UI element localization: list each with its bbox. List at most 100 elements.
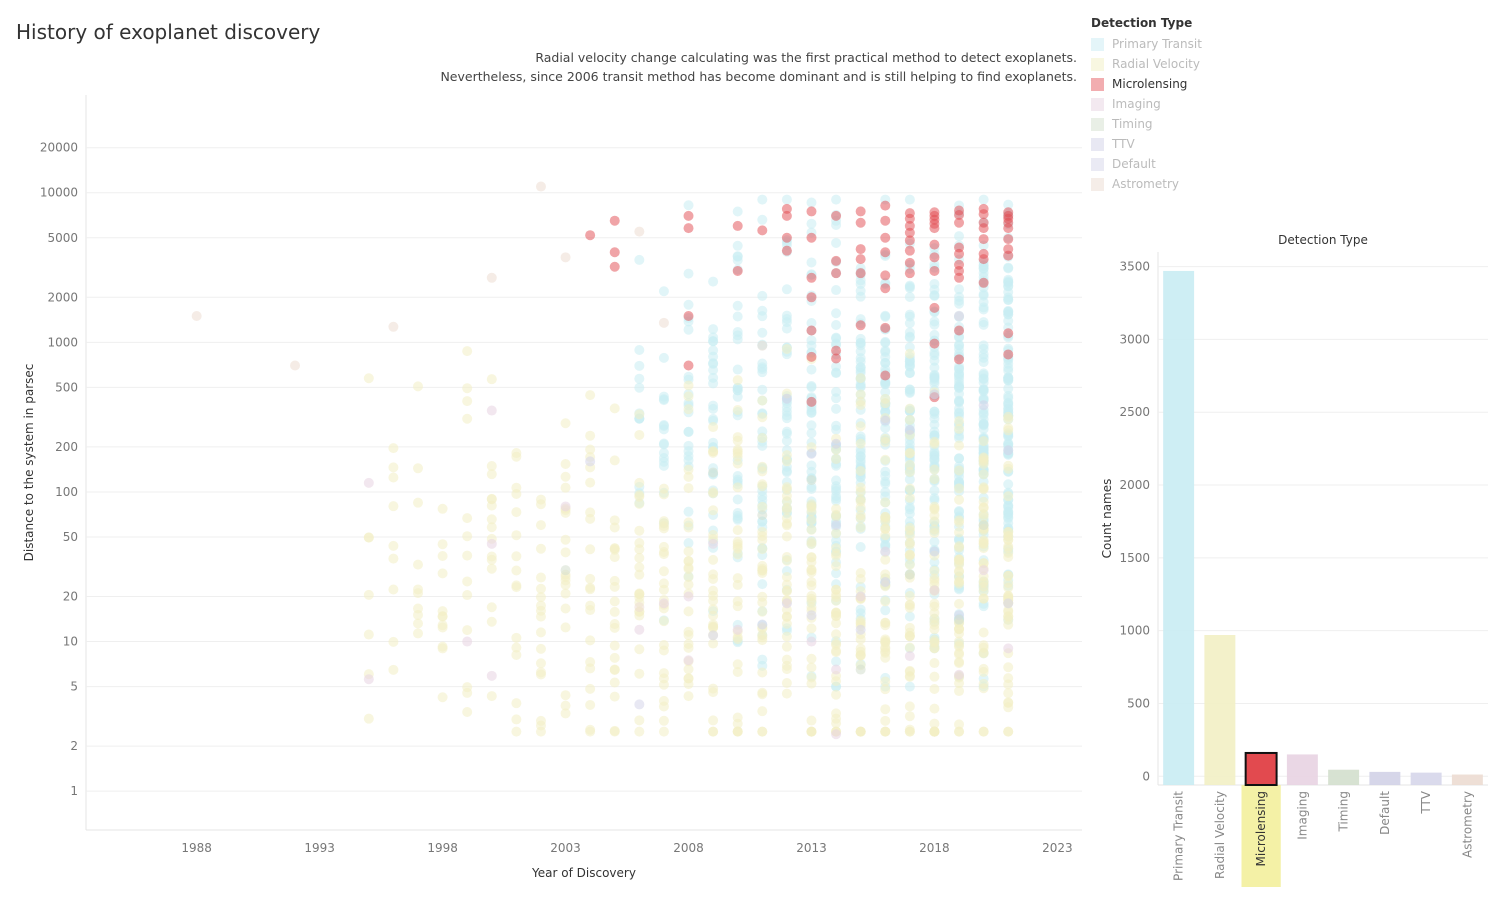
data-point[interactable] xyxy=(486,469,497,480)
data-point[interactable] xyxy=(757,579,768,590)
data-point[interactable] xyxy=(683,324,694,335)
data-point[interactable] xyxy=(954,209,965,220)
data-point[interactable] xyxy=(585,390,596,401)
data-point[interactable] xyxy=(560,471,571,482)
data-point[interactable] xyxy=(708,610,719,621)
data-point[interactable] xyxy=(757,433,768,444)
data-point[interactable] xyxy=(929,726,940,737)
data-point[interactable] xyxy=(585,600,596,611)
data-point[interactable] xyxy=(978,289,989,300)
data-point[interactable] xyxy=(683,268,694,279)
data-point[interactable] xyxy=(954,623,965,634)
data-point[interactable] xyxy=(1003,552,1014,563)
data-point[interactable] xyxy=(413,381,423,392)
data-point[interactable] xyxy=(732,391,743,402)
data-point[interactable] xyxy=(511,726,522,737)
legend-item[interactable]: TTV xyxy=(1091,134,1202,154)
data-point[interactable] xyxy=(954,397,965,408)
data-point[interactable] xyxy=(757,440,768,451)
data-point[interactable] xyxy=(609,575,620,586)
data-point[interactable] xyxy=(1003,662,1014,673)
data-point[interactable] xyxy=(708,621,719,632)
data-point[interactable] xyxy=(978,453,989,464)
data-point[interactable] xyxy=(954,506,965,517)
data-point[interactable] xyxy=(191,310,202,321)
data-point[interactable] xyxy=(855,381,866,392)
data-point[interactable] xyxy=(511,649,522,660)
data-point[interactable] xyxy=(732,596,743,607)
data-point[interactable] xyxy=(486,522,497,533)
data-point[interactable] xyxy=(904,448,915,459)
data-point[interactable] xyxy=(880,311,891,322)
data-point[interactable] xyxy=(806,515,817,526)
data-point[interactable] xyxy=(954,248,965,259)
data-point[interactable] xyxy=(880,617,891,628)
data-point[interactable] xyxy=(929,372,940,383)
data-point[interactable] xyxy=(880,577,891,588)
data-point[interactable] xyxy=(806,623,817,634)
data-point[interactable] xyxy=(781,450,792,461)
data-point[interactable] xyxy=(954,291,965,302)
data-point[interactable] xyxy=(560,252,571,263)
data-point[interactable] xyxy=(535,667,546,678)
data-point[interactable] xyxy=(732,482,743,493)
data-point[interactable] xyxy=(535,499,546,510)
data-point[interactable] xyxy=(978,520,989,531)
data-point[interactable] xyxy=(658,640,669,651)
data-point[interactable] xyxy=(929,684,940,695)
data-point[interactable] xyxy=(954,265,965,276)
data-point[interactable] xyxy=(954,686,965,697)
data-point[interactable] xyxy=(831,718,842,729)
data-point[interactable] xyxy=(806,381,817,392)
data-point[interactable] xyxy=(1003,414,1014,425)
data-point[interactable] xyxy=(904,245,915,256)
data-point[interactable] xyxy=(929,546,940,557)
data-point[interactable] xyxy=(634,544,645,555)
data-point[interactable] xyxy=(806,726,817,737)
data-point[interactable] xyxy=(609,522,620,533)
data-point[interactable] xyxy=(781,428,792,439)
data-point[interactable] xyxy=(880,497,891,508)
data-point[interactable] xyxy=(781,572,792,583)
data-point[interactable] xyxy=(954,719,965,730)
data-point[interactable] xyxy=(831,729,842,740)
data-point[interactable] xyxy=(781,232,792,243)
data-point[interactable] xyxy=(904,227,915,238)
data-point[interactable] xyxy=(831,285,842,296)
data-point[interactable] xyxy=(658,317,669,328)
data-point[interactable] xyxy=(954,649,965,660)
data-point[interactable] xyxy=(880,423,891,434)
data-point[interactable] xyxy=(585,230,596,241)
data-point[interactable] xyxy=(781,531,792,542)
data-point[interactable] xyxy=(511,551,522,562)
data-point[interactable] xyxy=(806,448,817,459)
data-point[interactable] xyxy=(560,588,571,599)
data-point[interactable] xyxy=(929,413,940,424)
data-point[interactable] xyxy=(806,396,817,407)
data-point[interactable] xyxy=(363,589,374,600)
data-point[interactable] xyxy=(880,247,891,258)
data-point[interactable] xyxy=(658,668,669,679)
data-point[interactable] xyxy=(806,428,817,439)
data-point[interactable] xyxy=(904,291,915,302)
data-point[interactable] xyxy=(1003,697,1014,708)
data-point[interactable] xyxy=(732,446,743,457)
data-point[interactable] xyxy=(904,474,915,485)
data-point[interactable] xyxy=(781,598,792,609)
data-point[interactable] xyxy=(560,482,571,493)
data-point[interactable] xyxy=(929,436,940,447)
data-point[interactable] xyxy=(683,655,694,666)
data-point[interactable] xyxy=(732,666,743,677)
data-point[interactable] xyxy=(806,460,817,471)
data-point[interactable] xyxy=(1003,460,1014,471)
data-point[interactable] xyxy=(732,326,743,337)
data-point[interactable] xyxy=(806,257,817,268)
data-point[interactable] xyxy=(954,453,965,464)
data-point[interactable] xyxy=(486,670,497,681)
data-point[interactable] xyxy=(978,420,989,431)
data-point[interactable] xyxy=(634,699,645,710)
data-point[interactable] xyxy=(904,268,915,279)
data-point[interactable] xyxy=(831,438,842,449)
data-point[interactable] xyxy=(634,525,645,536)
